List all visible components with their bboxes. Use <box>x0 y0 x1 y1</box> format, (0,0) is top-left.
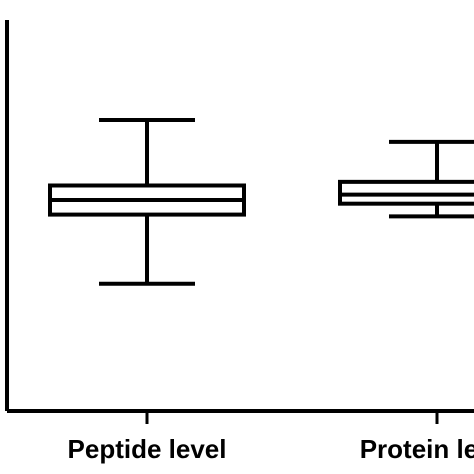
box-protein-level <box>338 139 474 219</box>
box-peptide-level <box>48 118 246 286</box>
x-tick-label-protein-level: Protein level <box>360 434 474 464</box>
x-axis-ticks <box>145 411 439 424</box>
plot-marks <box>48 118 474 286</box>
x-axis-tick-labels: Peptide level Protein level <box>68 434 474 464</box>
x-tick-label-peptide-level: Peptide level <box>68 434 227 464</box>
